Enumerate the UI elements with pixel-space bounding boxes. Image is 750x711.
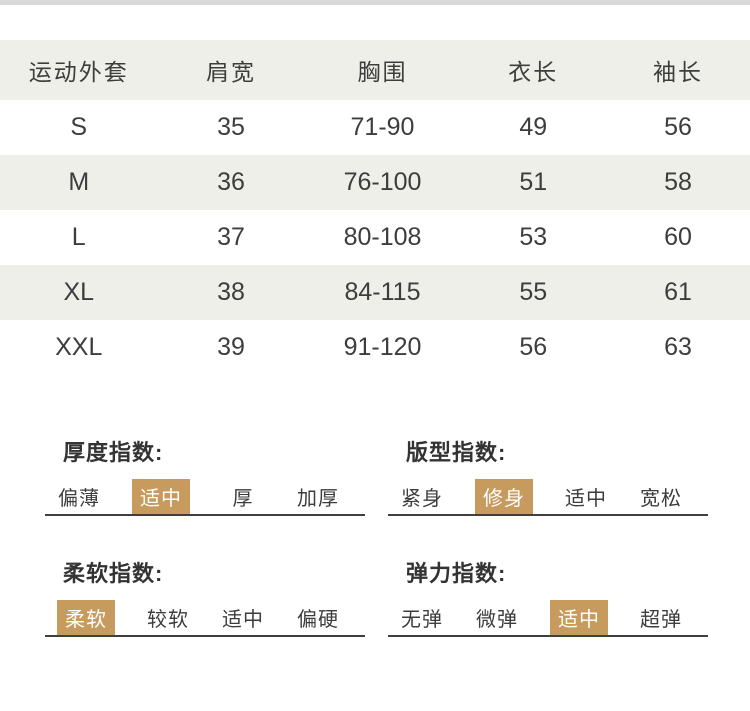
measurement-value: 51 — [519, 168, 548, 196]
measurement-value: 76-100 — [343, 168, 422, 196]
table-row: XL 38 84-115 55 61 — [0, 265, 750, 320]
thickness-option: 适中 — [132, 479, 190, 514]
size-label: S — [70, 113, 88, 141]
size-label: XXL — [55, 333, 103, 361]
size-label: L — [71, 223, 86, 251]
softness-index-group: 柔软指数: 柔软 较软 适中 偏硬 — [45, 556, 365, 637]
table-row: M 36 76-100 51 58 — [0, 155, 750, 210]
column-header-product: 运动外套 — [28, 59, 129, 85]
elasticity-option: 无弹 — [401, 609, 443, 631]
thickness-option: 厚 — [232, 488, 254, 510]
measurement-value: 53 — [519, 223, 548, 251]
softness-option: 偏硬 — [297, 609, 339, 631]
table-row: S 35 71-90 49 56 — [0, 100, 750, 155]
measurement-value: 35 — [217, 113, 245, 141]
measurement-value: 80-108 — [343, 223, 422, 251]
measurement-value: 56 — [664, 113, 692, 141]
elasticity-option: 微弹 — [476, 609, 518, 631]
elasticity-index-label: 弹力指数: — [406, 561, 507, 586]
measurement-value: 38 — [217, 278, 245, 306]
softness-index-label: 柔软指数: — [63, 561, 164, 586]
elasticity-index-group: 弹力指数: 无弹 微弹 适中 超弹 — [388, 556, 708, 637]
fit-index-group: 版型指数: 紧身 修身 适中 宽松 — [388, 435, 708, 516]
column-header-shoulder: 肩宽 — [206, 59, 256, 85]
fit-option: 适中 — [565, 488, 607, 510]
measurement-value: 36 — [217, 168, 245, 196]
top-divider-strip — [0, 0, 750, 5]
measurement-value: 49 — [519, 113, 548, 141]
thickness-index-group: 厚度指数: 偏薄 适中 厚 加厚 — [45, 435, 365, 516]
measurement-value: 71-90 — [350, 113, 415, 141]
softness-option: 较软 — [147, 609, 189, 631]
measurement-value: 63 — [664, 333, 692, 361]
measurement-value: 39 — [217, 333, 245, 361]
thickness-index-label: 厚度指数: — [63, 440, 164, 465]
thickness-option: 偏薄 — [58, 488, 100, 510]
fit-option: 宽松 — [640, 488, 682, 510]
measurement-value: 61 — [664, 278, 692, 306]
elasticity-option: 适中 — [550, 600, 608, 635]
column-header-sleeve: 袖长 — [652, 59, 703, 85]
fit-index-scale: 紧身 修身 适中 宽松 — [388, 479, 708, 516]
size-label: XL — [63, 278, 95, 306]
size-table: 运动外套 肩宽 胸围 衣长 袖长 S 35 71-90 49 56 M 36 7… — [0, 40, 750, 375]
measurement-value: 37 — [217, 223, 245, 251]
fit-option: 紧身 — [401, 488, 443, 510]
size-label: M — [68, 168, 90, 196]
elasticity-index-scale: 无弹 微弹 适中 超弹 — [388, 600, 708, 637]
fit-index-label: 版型指数: — [406, 440, 507, 465]
table-header-row: 运动外套 肩宽 胸围 衣长 袖长 — [0, 40, 750, 100]
measurement-value: 60 — [664, 223, 692, 251]
measurement-value: 91-120 — [343, 333, 422, 361]
thickness-option: 加厚 — [297, 488, 339, 510]
thickness-index-scale: 偏薄 适中 厚 加厚 — [45, 479, 365, 516]
elasticity-option: 超弹 — [640, 609, 682, 631]
table-row: L 37 80-108 53 60 — [0, 210, 750, 265]
measurement-value: 58 — [664, 168, 692, 196]
table-row: XXL 39 91-120 56 63 — [0, 320, 750, 375]
column-header-length: 衣长 — [508, 59, 559, 85]
measurement-value: 84-115 — [344, 278, 421, 306]
softness-index-scale: 柔软 较软 适中 偏硬 — [45, 600, 365, 637]
fabric-indices: 厚度指数: 偏薄 适中 厚 加厚 版型指数: 紧身 修身 适中 宽松 柔软指数:… — [0, 435, 730, 637]
measurement-value: 55 — [519, 278, 548, 306]
softness-option: 柔软 — [57, 600, 115, 635]
column-header-chest: 胸围 — [357, 59, 408, 85]
fit-option: 修身 — [475, 479, 533, 514]
softness-option: 适中 — [222, 609, 264, 631]
measurement-value: 56 — [519, 333, 548, 361]
